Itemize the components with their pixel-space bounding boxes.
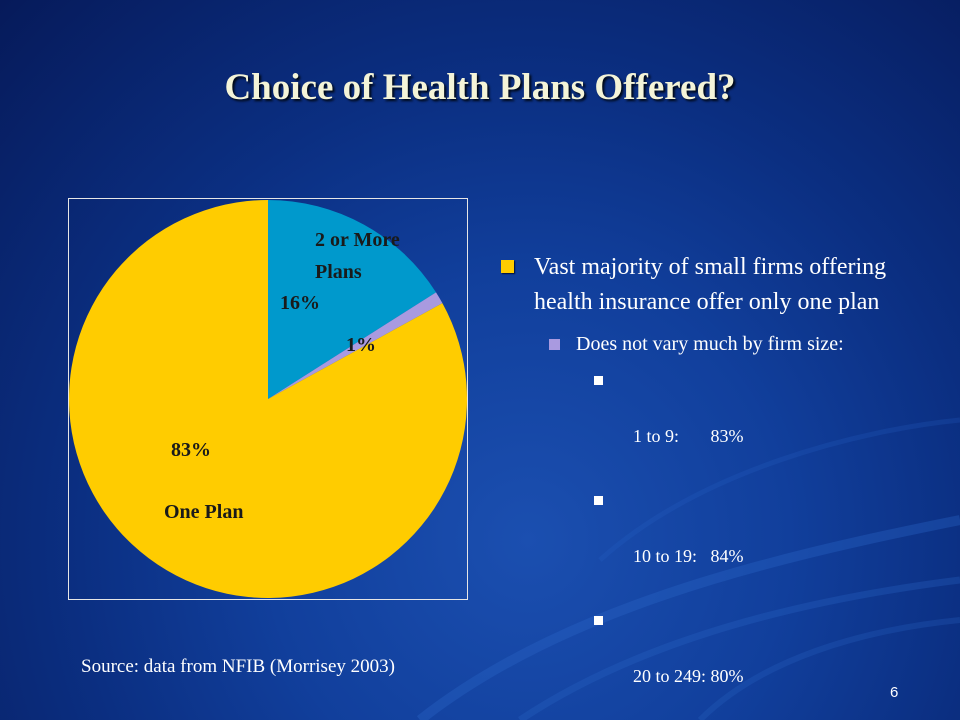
bullet-item-text: 1 to 9: 83%	[633, 426, 744, 446]
label-two-or-more-value: 16%	[280, 292, 320, 314]
bullet-item: 20 to 249: 80%	[498, 606, 938, 718]
pie-slice-other	[268, 292, 443, 399]
label-one-plan-name: One Plan	[164, 501, 243, 523]
bullet-square-icon	[594, 616, 603, 625]
bullet-sub-text: Does not vary much by firm size:	[576, 333, 844, 355]
bullet-square-icon	[549, 339, 560, 350]
bullet-square-icon	[594, 376, 603, 385]
source-note: Source: data from NFIB (Morrisey 2003)	[81, 656, 395, 677]
label-two-or-more-line1: 2 or More	[315, 229, 400, 251]
bullet-item: 10 to 19: 84%	[498, 486, 938, 598]
pie-slice-one-plan	[69, 200, 467, 598]
pie-chart: 2 or More Plans 16% 1% 83% One Plan	[68, 198, 468, 600]
label-two-or-more-line2: Plans	[315, 261, 362, 283]
bullet-main: Vast majority of small firms offering he…	[498, 250, 938, 320]
page-number: 6	[890, 684, 899, 701]
bullet-square-icon	[501, 260, 514, 273]
bullet-square-icon	[594, 496, 603, 505]
bullet-item-text: 10 to 19: 84%	[633, 546, 744, 566]
bullet-item: 1 to 9: 83%	[498, 366, 938, 478]
bullet-item-text: 20 to 249: 80%	[633, 666, 744, 686]
label-one-plan-value: 83%	[171, 439, 211, 461]
bullet-list: Vast majority of small firms offering he…	[498, 250, 938, 718]
label-small-slice-value: 1%	[346, 334, 376, 356]
pie-chart-svg: 2 or More Plans 16% 1% 83% One Plan	[69, 200, 467, 598]
bullet-sub: Does not vary much by firm size:	[498, 330, 938, 358]
slide-title: Choice of Health Plans Offered?	[224, 67, 736, 108]
pie-slice-two-or-more-plans	[268, 200, 437, 399]
bullet-main-text: Vast majority of small firms offering he…	[534, 254, 887, 315]
